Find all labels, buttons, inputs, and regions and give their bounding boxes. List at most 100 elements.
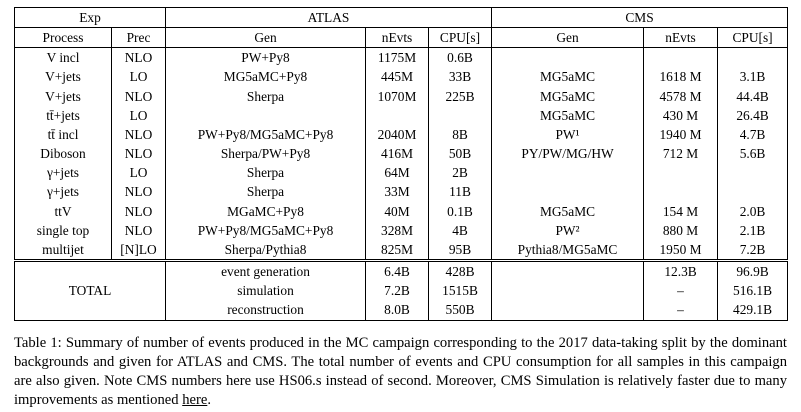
cms-gen-cell <box>491 47 645 68</box>
atlas-nevts-cell: 33M <box>365 182 430 202</box>
col-header-cms-nevts: nEvts <box>643 27 719 49</box>
col-header-atlas-cpu: CPU[s] <box>428 27 493 49</box>
cms-nevts-cell <box>643 47 719 68</box>
atlas-nevts-cell: 40M <box>365 201 430 221</box>
cms-nevts-cell: 712 M <box>643 144 719 164</box>
total-atlas-cpu-cell: 428B <box>428 259 493 282</box>
cms-nevts-cell: 154 M <box>643 201 719 221</box>
table-row: γ+jets LO Sherpa 64M 2B <box>14 163 789 183</box>
cms-group-header: CMS <box>491 7 789 29</box>
totals-row: reconstruction 8.0B 550B – 429.1B <box>15 300 789 320</box>
prec-cell: [N]LO <box>110 239 167 261</box>
atlas-gen-cell: PW+Py8/MG5aMC+Py8 <box>165 220 367 240</box>
cms-cpu-cell: 3.1B <box>717 67 789 87</box>
atlas-cpu-cell: 8B <box>428 124 493 145</box>
total-atlas-nevts-cell: 7.2B <box>365 281 430 301</box>
prec-cell: NLO <box>110 86 167 106</box>
cms-cpu-cell: 4.7B <box>717 124 789 145</box>
table-row: single top NLO PW+Py8/MG5aMC+Py8 328M 4B… <box>14 220 789 240</box>
atlas-gen-cell: Sherpa/Pythia8 <box>165 239 367 261</box>
cms-cpu-cell <box>717 163 789 183</box>
process-cell: γ+jets <box>14 182 112 202</box>
total-label: TOTAL <box>13 259 167 320</box>
atlas-nevts-cell: 1175M <box>365 47 430 68</box>
atlas-gen-cell: Sherpa <box>165 182 367 202</box>
cms-nevts-cell: 4578 M <box>643 86 719 106</box>
table-row: ttV NLO MGaMC+Py8 40M 0.1B MG5aMC 154 M … <box>14 201 789 221</box>
total-atlas-cpu-cell: 550B <box>428 300 493 320</box>
table-caption: Table 1: Summary of number of events pro… <box>14 334 787 411</box>
process-cell: V+jets <box>14 86 112 106</box>
totals-row: TOTAL event generation 6.4B 428B 12.3B 9… <box>13 259 789 320</box>
total-cms-cpu-cell: 96.9B <box>717 259 789 282</box>
group-header-row: Exp ATLAS CMS <box>13 7 789 29</box>
cms-cpu-cell: 44.4B <box>717 86 789 106</box>
cms-gen-cell: MG5aMC <box>491 201 645 221</box>
prec-cell: NLO <box>110 47 167 68</box>
table-row: V+jets LO MG5aMC+Py8 445M 33B MG5aMC 161… <box>14 67 789 87</box>
process-cell: tt̄+jets <box>14 105 112 125</box>
table-row: tt̄+jets LO MG5aMC 430 M 26.4B <box>14 105 789 125</box>
atlas-nevts-cell: 2040M <box>365 124 430 145</box>
prec-cell: NLO <box>110 182 167 202</box>
exp-group-header: Exp <box>13 7 167 29</box>
cms-gen-cell: MG5aMC <box>491 67 645 87</box>
atlas-gen-cell: PW+Py8/MG5aMC+Py8 <box>165 124 367 145</box>
totals-row: simulation 7.2B 1515B – 516.1B <box>15 281 789 301</box>
atlas-cpu-cell: 0.6B <box>428 47 493 68</box>
col-header-atlas-gen: Gen <box>165 27 367 49</box>
cms-cpu-cell: 2.0B <box>717 201 789 221</box>
cms-nevts-cell: 880 M <box>643 220 719 240</box>
atlas-cpu-cell: 11B <box>428 182 493 202</box>
prec-cell: LO <box>110 105 167 125</box>
cms-cpu-cell: 26.4B <box>717 105 789 125</box>
cms-nevts-cell: 1940 M <box>643 124 719 145</box>
total-cms-nevts-cell: 12.3B <box>643 259 719 282</box>
process-cell: multijet <box>14 239 112 261</box>
cms-gen-cell <box>491 163 645 183</box>
here-link[interactable]: here <box>182 392 208 409</box>
caption-suffix: . <box>207 392 211 409</box>
prec-cell: NLO <box>110 220 167 240</box>
table-row: multijet [N]LO Sherpa/Pythia8 825M 95B P… <box>14 239 789 261</box>
atlas-nevts-cell: 416M <box>365 144 430 164</box>
atlas-nevts-cell <box>365 105 430 125</box>
atlas-gen-cell: PW+Py8 <box>165 47 367 68</box>
table-head: Exp ATLAS CMS Process Prec Gen nEvts CPU… <box>13 7 789 49</box>
caption-text: Table 1: Summary of number of events pro… <box>14 334 787 409</box>
total-stage-cell: reconstruction <box>165 300 367 320</box>
cms-gen-cell <box>491 182 645 202</box>
process-cell: ttV <box>14 201 112 221</box>
total-cms-nevts-cell: – <box>643 281 719 301</box>
prec-cell: LO <box>110 163 167 183</box>
cms-gen-cell: Pythia8/MG5aMC <box>491 239 645 261</box>
atlas-nevts-cell: 825M <box>365 239 430 261</box>
table-row: tt̄ incl NLO PW+Py8/MG5aMC+Py8 2040M 8B … <box>14 124 789 145</box>
atlas-cpu-cell: 2B <box>428 163 493 183</box>
atlas-gen-cell <box>165 105 367 125</box>
cms-cpu-cell: 7.2B <box>717 239 789 261</box>
totals-section: TOTAL event generation 6.4B 428B 12.3B 9… <box>13 259 789 320</box>
table-row: γ+jets NLO Sherpa 33M 11B <box>14 182 789 202</box>
process-cell: tt̄ incl <box>14 124 112 145</box>
atlas-cpu-cell: 4B <box>428 220 493 240</box>
atlas-gen-cell: MGaMC+Py8 <box>165 201 367 221</box>
cms-nevts-cell: 1950 M <box>643 239 719 261</box>
total-stage-cell: simulation <box>165 281 367 301</box>
table-row: Diboson NLO Sherpa/PW+Py8 416M 50B PY/PW… <box>14 144 789 164</box>
prec-cell: NLO <box>110 144 167 164</box>
process-cell: single top <box>14 220 112 240</box>
cms-gen-cell: MG5aMC <box>491 105 645 125</box>
atlas-cpu-cell: 50B <box>428 144 493 164</box>
process-cell: V+jets <box>14 67 112 87</box>
atlas-cpu-cell <box>428 105 493 125</box>
cms-cpu-cell: 5.6B <box>717 144 789 164</box>
atlas-nevts-cell: 328M <box>365 220 430 240</box>
process-cell: γ+jets <box>14 163 112 183</box>
cms-cpu-cell: 2.1B <box>717 220 789 240</box>
atlas-group-header: ATLAS <box>165 7 493 29</box>
cms-gen-cell: MG5aMC <box>491 86 645 106</box>
cms-gen-cell: PW² <box>491 220 645 240</box>
total-stage-cell: event generation <box>165 259 367 282</box>
